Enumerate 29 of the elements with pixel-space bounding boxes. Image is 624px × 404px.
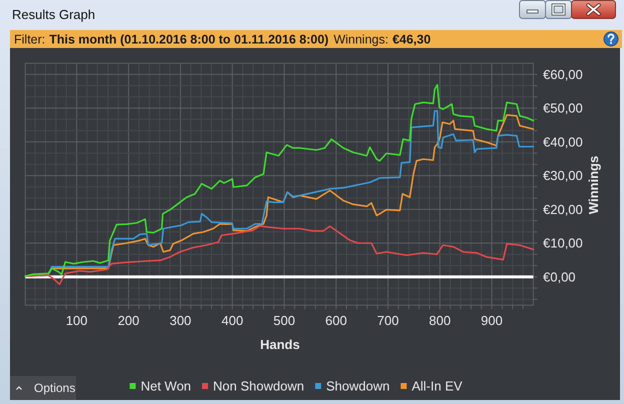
y-tick-label: €10,00 (543, 236, 583, 251)
x-axis-title: Hands (260, 337, 300, 352)
legend-label: Non Showdown (213, 378, 304, 394)
y-tick-label: €60,00 (543, 66, 583, 82)
y-axis-title: Winnings (586, 156, 601, 214)
text: This month (01.10.2016 8:00 to 01.11.2016 8:00) (49, 32, 329, 46)
text: Winnings: (334, 32, 388, 46)
text: Filter: (14, 32, 46, 46)
y-tick-label: €50,00 (543, 100, 583, 116)
text: Options (34, 381, 76, 395)
line-series (24, 225, 534, 286)
x-tick-label: 600 (325, 313, 347, 328)
y-tick-label: €0,00 (543, 269, 576, 284)
legend-label: All-In EV (412, 378, 463, 394)
text: €46,30 (392, 32, 431, 46)
x-tick-label: 800 (429, 313, 451, 328)
x-tick-label: 900 (480, 313, 503, 328)
x-tick-label: 200 (118, 313, 140, 328)
x-tick-label: 100 (66, 313, 88, 328)
legend-label: Net Won (140, 378, 192, 394)
y-tick-label: €40,00 (543, 134, 583, 150)
y-tick-label: €20,00 (543, 202, 583, 217)
y-tick-label: €30,00 (543, 168, 583, 184)
x-tick-label: 300 (170, 313, 192, 328)
legend-label: Showdown (326, 378, 390, 394)
chart-title: Results Graph (12, 7, 96, 22)
x-tick-label: 400 (221, 313, 244, 328)
x-tick-label: 700 (377, 313, 399, 328)
x-tick-label: 500 (273, 313, 296, 328)
